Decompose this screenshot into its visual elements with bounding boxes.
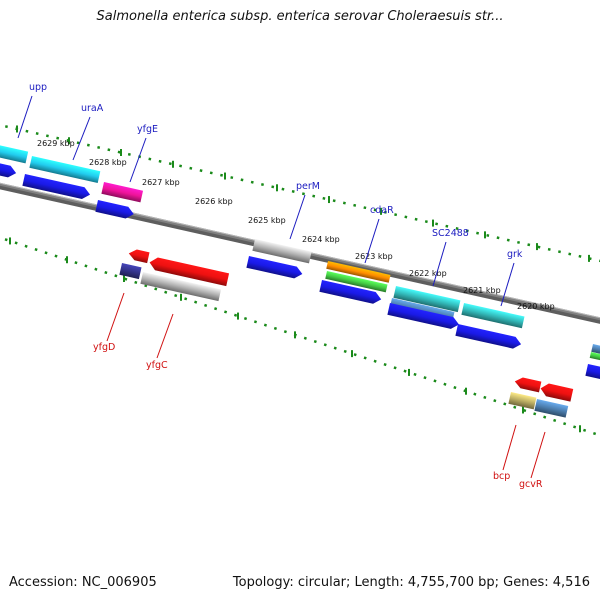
cds-yfgC[interactable] [148, 256, 230, 287]
cds-bcp[interactable] [514, 376, 542, 393]
accession-label: Accession: NC_006905 [9, 575, 157, 590]
gene-leader-gcvR [530, 431, 546, 479]
cds-SC2488[interactable] [387, 303, 460, 330]
cds-gcvR[interactable] [539, 382, 574, 402]
gene-leader-bcp [502, 424, 517, 471]
cds-edge[interactable] [585, 364, 600, 381]
cds-upp[interactable] [0, 162, 17, 179]
feature-uraA[interactable] [29, 156, 101, 183]
gene-label-perM[interactable]: perM [296, 181, 320, 192]
ruler-tick-label: 2624 kbp [302, 235, 340, 244]
gene-leader-perM [289, 194, 306, 240]
feature-upp[interactable] [0, 144, 29, 164]
gene-leader-SC2488 [432, 241, 447, 287]
gene-label-gcvR[interactable]: gcvR [519, 479, 543, 490]
gene-label-cdaR[interactable]: cdaR [370, 205, 394, 216]
ruler-tick-label: 2626 kbp [195, 197, 233, 206]
feature-gcvR[interactable] [534, 399, 569, 418]
gene-labels: upp uraA yfgE perM cdaR SC2488 grk yfgD yfgC bcpg… [17, 82, 546, 490]
feature-bcp[interactable] [508, 392, 537, 410]
feature-perM[interactable] [252, 239, 312, 264]
ruler-tick-label: 2629 kbp [37, 139, 75, 148]
feature-yfgC[interactable] [140, 272, 222, 302]
feature-cdaR-a[interactable] [326, 261, 391, 283]
feature-cdaR-b[interactable] [325, 271, 388, 293]
map-title: Salmonella enterica subsp. enterica sero… [96, 9, 504, 24]
gene-label-upp[interactable]: upp [29, 82, 47, 93]
ruler-dots-bottom [0, 236, 600, 437]
gene-leader-grk [500, 262, 515, 307]
gene-label-yfgE[interactable]: yfgE [137, 124, 158, 135]
cds-grk[interactable] [455, 324, 522, 350]
feature-track [0, 144, 600, 418]
feature-yfgE[interactable] [101, 182, 144, 203]
gene-leader-cdaR [364, 218, 380, 264]
ruler-tick-label: 2623 kbp [355, 252, 393, 261]
ruler-tick-label: 2620 kbp [517, 302, 555, 311]
gene-label-uraA[interactable]: uraA [81, 103, 104, 114]
cds-yfgD[interactable] [128, 248, 150, 264]
ruler-tick-label: 2628 kbp [89, 158, 127, 167]
ruler-tick-label: 2622 kbp [409, 269, 447, 278]
ruler-track [0, 123, 600, 437]
ruler-dots-top [0, 123, 600, 263]
ruler-tick-label: 2621 kbp [463, 286, 501, 295]
feature-SC2488[interactable] [393, 286, 461, 313]
gene-leader-uraA [72, 116, 91, 161]
gene-label-bcp[interactable]: bcp [493, 471, 510, 482]
gene-leader-yfgE [129, 137, 147, 183]
cds-cdaR[interactable] [319, 280, 382, 305]
gene-label-SC2488[interactable]: SC2488 [432, 228, 469, 239]
genome-summary: Topology: circular; Length: 4,755,700 bp… [232, 575, 590, 590]
gene-label-yfgC[interactable]: yfgC [146, 360, 168, 371]
gene-label-grk[interactable]: grk [507, 249, 523, 260]
gene-leader-yfgD [106, 292, 125, 342]
gene-leader-yfgC [156, 313, 174, 359]
feature-grk[interactable] [461, 303, 525, 329]
cds-uraA[interactable] [22, 174, 91, 201]
ruler-labels: 2629 kbp 2628 kbp 2627 kbp 2626 kbp 2625 kbp… [37, 139, 555, 311]
feature-edge-b[interactable] [589, 352, 600, 363]
feature-edge-a[interactable] [591, 344, 600, 357]
feature-yfgD[interactable] [119, 263, 142, 280]
cds-yfgE[interactable] [95, 200, 135, 220]
cds-perM[interactable] [246, 256, 303, 280]
gene-leader-upp [17, 95, 33, 139]
ruler-tick-label: 2627 kbp [142, 178, 180, 187]
gene-label-yfgD[interactable]: yfgD [93, 342, 115, 353]
ruler-tick-label: 2625 kbp [248, 216, 286, 225]
